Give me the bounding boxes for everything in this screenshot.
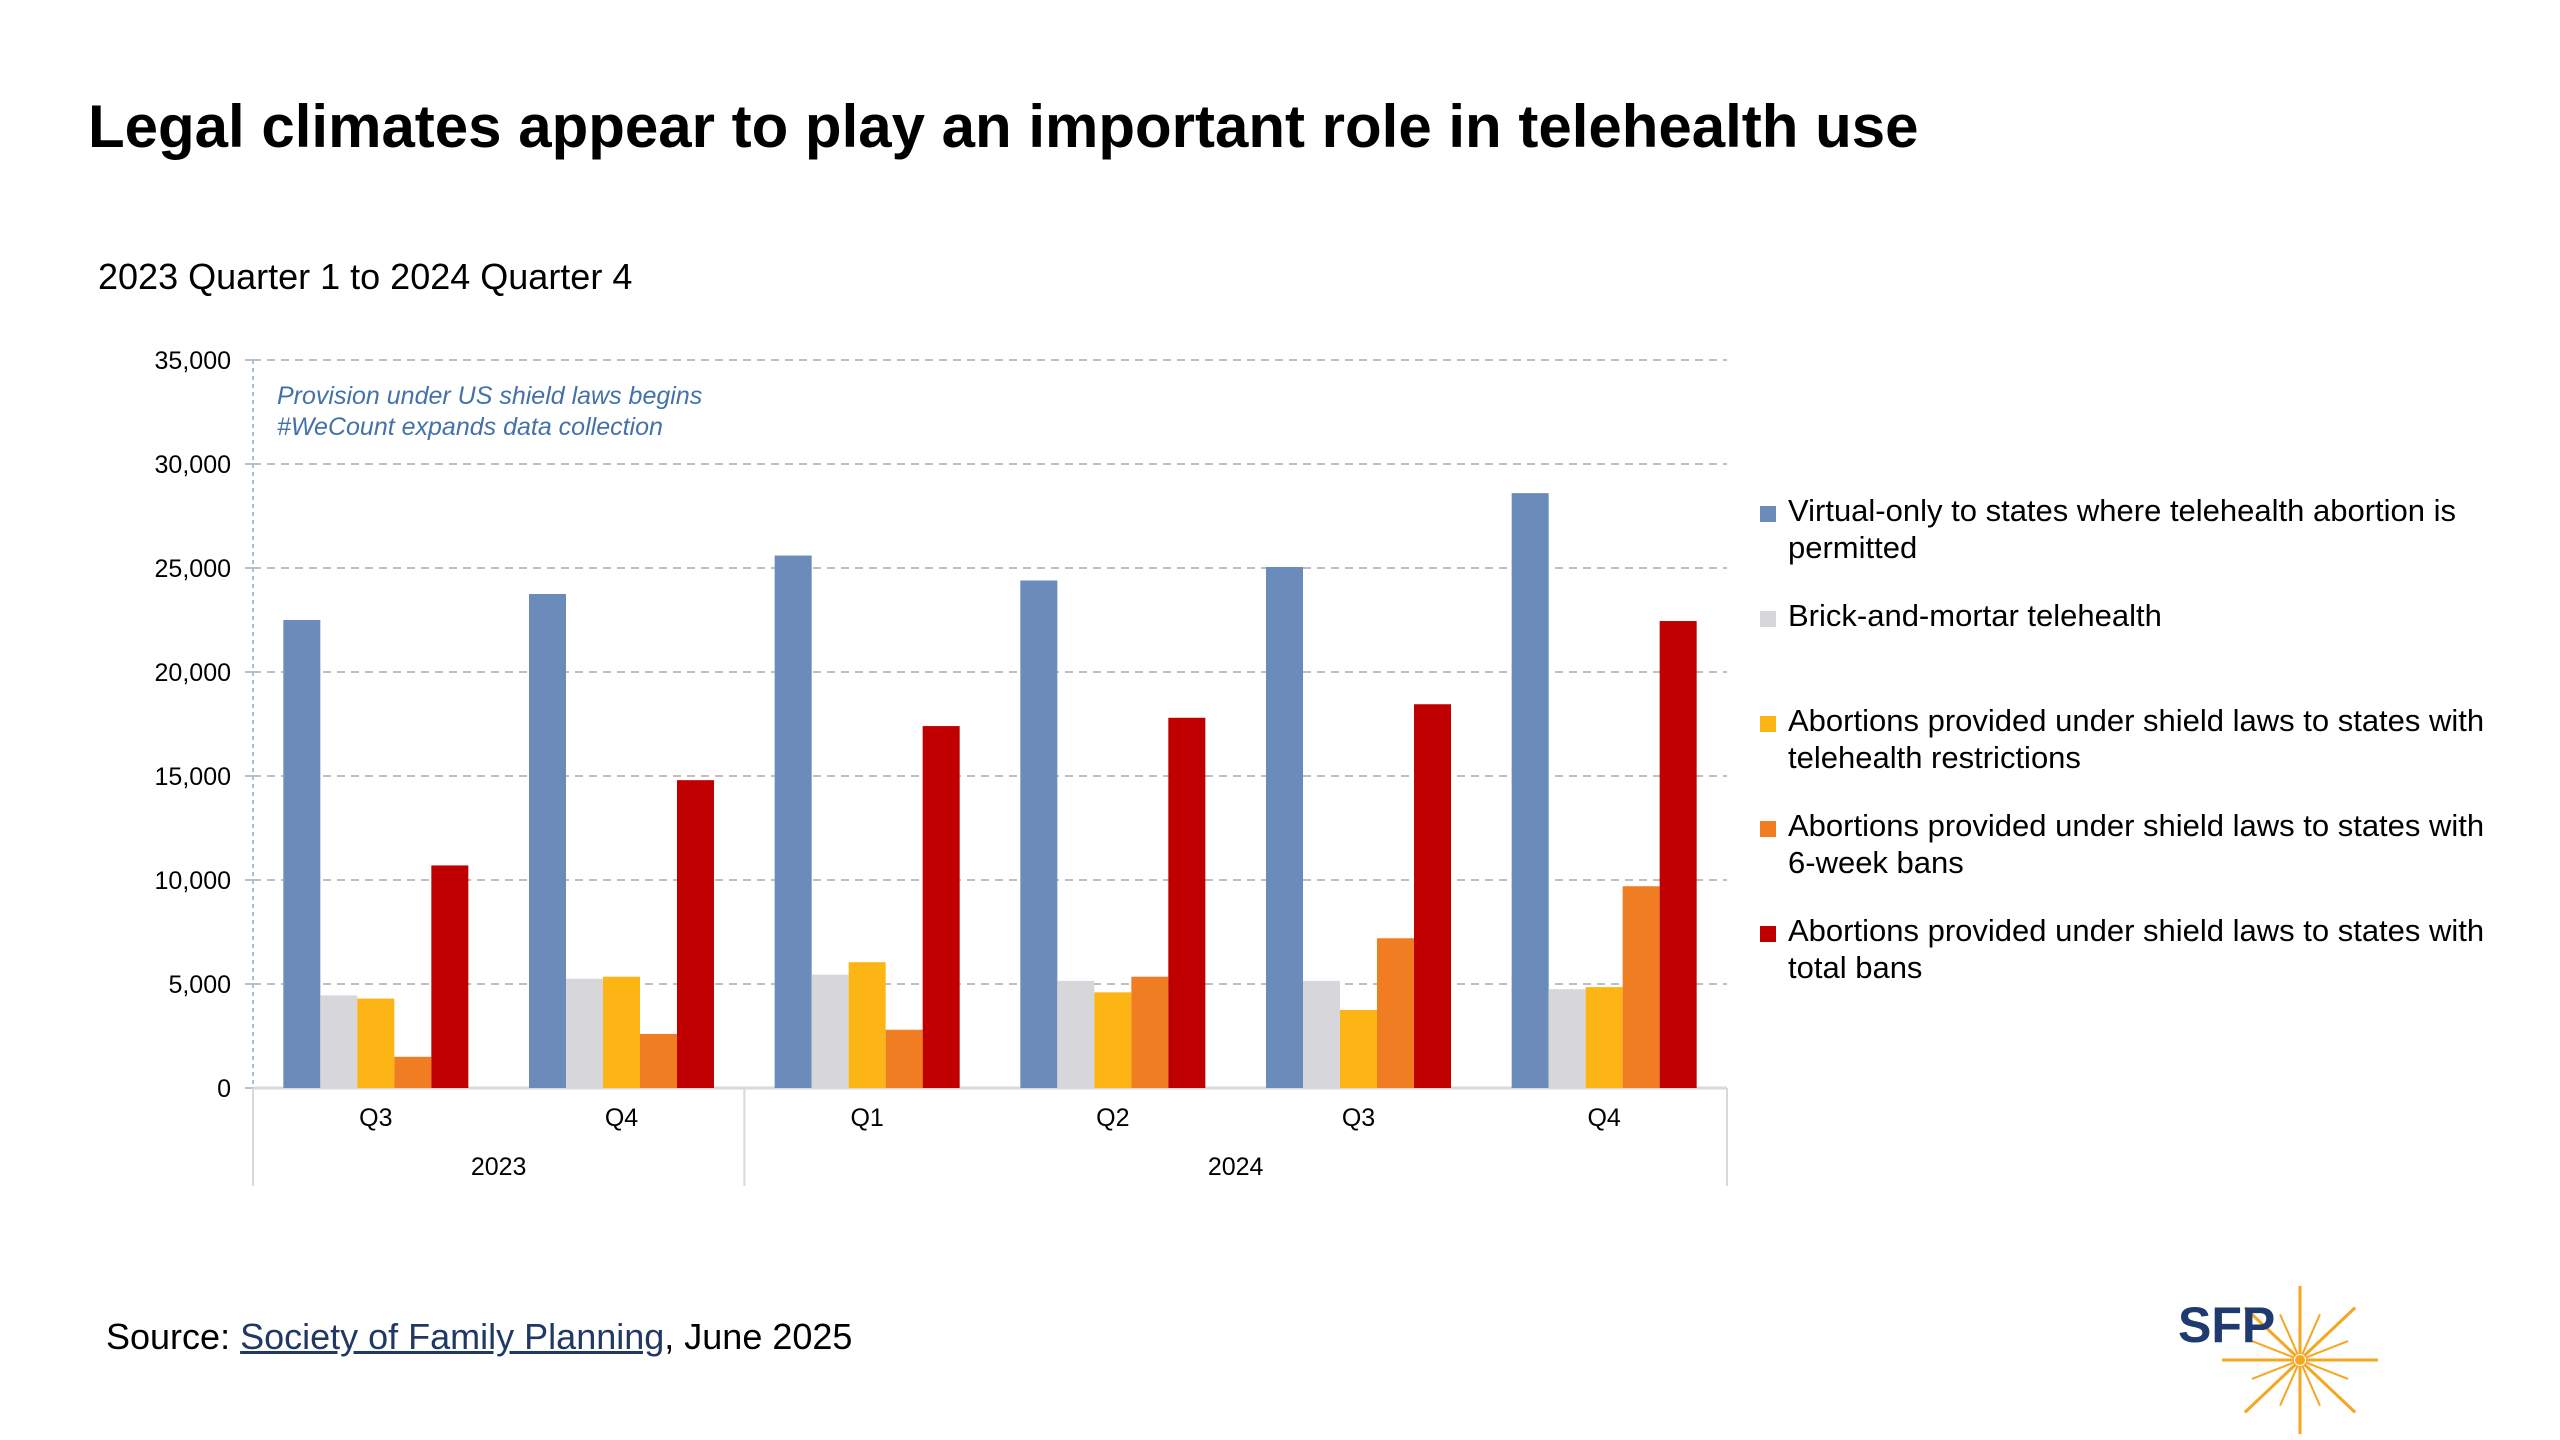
legend-swatch — [1760, 821, 1776, 837]
x-tick-label: Q4 — [605, 1104, 638, 1132]
bar — [357, 998, 395, 1088]
bar — [1020, 580, 1058, 1088]
starburst-ray — [2251, 1340, 2295, 1359]
bar — [811, 974, 849, 1088]
bar — [1377, 938, 1414, 1088]
starburst-ray — [2279, 1313, 2299, 1355]
bar — [394, 1056, 432, 1088]
bar — [1303, 980, 1340, 1088]
x-tick-label: Q2 — [1096, 1104, 1129, 1132]
y-tick-label: 5,000 — [168, 971, 231, 999]
x-tick-label: Q3 — [1342, 1104, 1375, 1132]
y-tick-label: 0 — [217, 1075, 231, 1103]
bar — [1094, 992, 1132, 1088]
x-group-label: 2023 — [471, 1153, 527, 1181]
starburst-ray — [2243, 1363, 2297, 1414]
bar — [848, 962, 886, 1088]
x-tick-label: Q1 — [850, 1104, 883, 1132]
legend-label: Abortions provided under shield laws to … — [1788, 808, 2485, 880]
legend-swatch — [1760, 926, 1776, 942]
bar — [1168, 717, 1206, 1088]
starburst-ray — [2303, 1306, 2357, 1357]
bar — [1266, 566, 1303, 1088]
y-tick-label: 25,000 — [155, 555, 231, 583]
bar — [1340, 1010, 1377, 1088]
bar — [603, 976, 640, 1088]
legend-item: Abortions provided under shield laws to … — [1760, 912, 2520, 986]
starburst-ray — [2243, 1306, 2297, 1357]
legend-label: Abortions provided under shield laws to … — [1788, 913, 2485, 985]
starburst-icon — [2222, 1285, 2378, 1435]
y-tick-label: 15,000 — [155, 763, 231, 791]
legend-item: Brick-and-mortar telehealth — [1760, 597, 2162, 634]
logo-text: SFP — [2178, 1297, 2275, 1353]
bar — [922, 726, 960, 1088]
legend-swatch — [1760, 716, 1776, 732]
source-link[interactable]: Society of Family Planning — [240, 1316, 665, 1357]
annotation-text: #WeCount expands data collection — [277, 413, 663, 441]
x-tick-label: Q4 — [1587, 1104, 1620, 1132]
starburst-ray — [2305, 1340, 2349, 1359]
y-tick-label: 10,000 — [155, 867, 231, 895]
annotation-text: Provision under US shield laws begins — [277, 382, 702, 410]
x-tick-label: Q3 — [359, 1104, 392, 1132]
starburst-ray — [2279, 1365, 2299, 1407]
y-tick-label: 20,000 — [155, 659, 231, 687]
bar — [1548, 989, 1586, 1088]
sfp-logo: SFP — [2178, 1285, 2378, 1435]
legend-label: Virtual-only to states where telehealth … — [1788, 493, 2457, 565]
x-group-label: 2024 — [1208, 1153, 1264, 1181]
bar — [1414, 704, 1451, 1088]
bar — [1585, 987, 1623, 1088]
starburst-ray — [2251, 1361, 2295, 1380]
bar — [566, 978, 603, 1088]
bar — [1057, 980, 1095, 1088]
starburst-ray — [2305, 1361, 2349, 1380]
bar — [431, 865, 469, 1088]
bar — [1511, 493, 1549, 1088]
bar — [885, 1029, 923, 1088]
bar — [529, 594, 566, 1088]
legend-item: Abortions provided under shield laws to … — [1760, 702, 2520, 776]
bar — [320, 995, 358, 1088]
legend-item: Abortions provided under shield laws to … — [1760, 807, 2520, 881]
y-tick-label: 30,000 — [155, 451, 231, 479]
bar — [677, 780, 714, 1088]
legend-item: Virtual-only to states where telehealth … — [1760, 492, 2520, 566]
legend-label: Brick-and-mortar telehealth — [1788, 598, 2162, 633]
legend-label: Abortions provided under shield laws to … — [1788, 703, 2485, 775]
starburst-center — [2295, 1355, 2305, 1365]
bar — [283, 620, 321, 1088]
bar — [640, 1033, 677, 1088]
legend-swatch — [1760, 611, 1776, 627]
starburst-ray — [2301, 1365, 2321, 1407]
source-suffix: , June 2025 — [664, 1316, 853, 1357]
page-title: Legal climates appear to play an importa… — [88, 93, 1919, 160]
legend-swatch — [1760, 506, 1776, 522]
bar — [1622, 886, 1660, 1088]
y-tick-label: 35,000 — [155, 347, 231, 375]
bar — [1131, 976, 1169, 1088]
source-note: Source: Society of Family Planning, June… — [106, 1316, 852, 1358]
source-prefix: Source: — [106, 1316, 241, 1357]
starburst-ray — [2303, 1363, 2357, 1414]
bar — [1659, 621, 1697, 1088]
starburst-ray — [2301, 1313, 2321, 1355]
chart-subtitle: 2023 Quarter 1 to 2024 Quarter 4 — [98, 256, 633, 297]
bar — [774, 555, 812, 1088]
